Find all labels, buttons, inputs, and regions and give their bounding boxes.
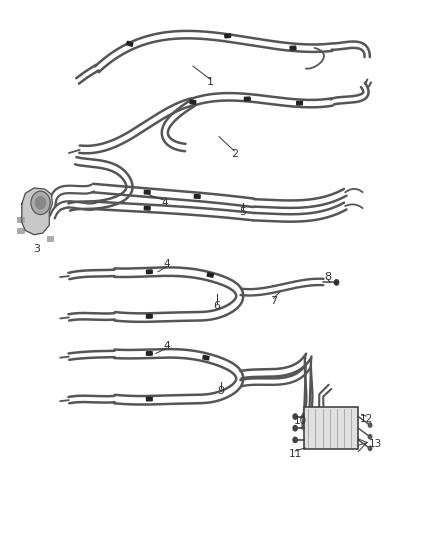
Text: 1: 1 [207,77,214,87]
Bar [244,97,250,101]
Text: 5: 5 [240,207,247,217]
Text: 4: 4 [161,198,168,208]
Bar [147,397,152,401]
Circle shape [31,191,50,215]
Bar [146,314,152,318]
Circle shape [35,197,46,209]
Circle shape [293,414,297,419]
Bar [304,407,358,449]
Bar [207,273,213,277]
Text: 9: 9 [218,386,225,396]
Text: 7: 7 [270,296,277,306]
Text: 2: 2 [231,149,238,158]
Text: 4: 4 [163,341,170,351]
Bar [194,195,200,198]
Text: 8: 8 [324,272,332,282]
Circle shape [368,446,372,450]
Text: 3: 3 [33,244,40,254]
Bar [146,270,152,273]
Circle shape [368,434,372,439]
Bar [225,34,231,38]
Circle shape [334,280,339,285]
Bar [144,206,150,210]
Bar [18,217,24,222]
Bar [144,190,150,194]
Bar [203,356,209,360]
Text: 11: 11 [289,449,302,459]
Bar [190,100,196,104]
Circle shape [293,437,297,442]
Polygon shape [22,188,52,235]
Text: 13: 13 [369,439,382,449]
Text: 12: 12 [360,414,373,424]
Bar [297,101,302,105]
Bar [290,46,296,50]
Bar [147,352,152,355]
Circle shape [368,423,372,427]
Text: 4: 4 [163,260,170,269]
Text: 10: 10 [294,416,307,426]
Circle shape [293,425,297,431]
Text: 6: 6 [213,301,220,311]
Bar [18,228,24,233]
Bar [127,41,133,46]
Bar [47,236,53,241]
